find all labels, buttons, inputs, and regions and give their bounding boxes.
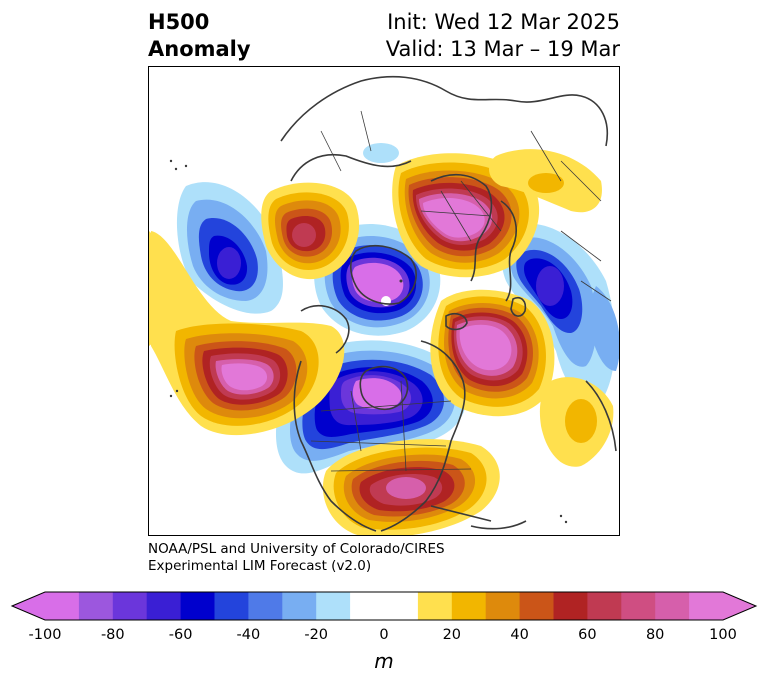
low-arctic — [314, 224, 441, 336]
colorbar-swatch — [417, 592, 453, 620]
colorbar-tick-label: -40 — [236, 627, 261, 643]
colorbar-tick-label: -20 — [304, 627, 329, 643]
credit-line-1: NOAA/PSL and University of Colorado/CIRE… — [148, 541, 445, 557]
low-india — [501, 223, 616, 404]
high-east-siberia — [261, 182, 360, 280]
title-variable: H500 — [148, 10, 210, 34]
colorbar-tick-label: 40 — [510, 627, 529, 643]
colorbar-swatch — [282, 592, 317, 620]
colorbar-swatch — [248, 592, 283, 620]
coastlines — [280, 75, 617, 532]
colorbar-swatch — [45, 592, 80, 620]
credit-text: NOAA/PSL and University of Colorado/CIRE… — [148, 541, 445, 575]
colorbar-extend-high — [723, 592, 756, 620]
title-right: Init: Wed 12 Mar 2025 Valid: 13 Mar – 19… — [386, 9, 620, 63]
colorbar-swatch — [78, 592, 114, 620]
colorbar-swatch — [146, 592, 182, 620]
colorbar-swatch — [214, 592, 249, 620]
colorbar-swatch — [180, 592, 215, 620]
colorbar-tick-label: -60 — [168, 627, 193, 643]
colorbar-tick-label: 100 — [709, 627, 737, 643]
credit-line-2: Experimental LIM Forecast (v2.0) — [148, 558, 372, 574]
colorbar-tick-label: 80 — [645, 627, 665, 643]
anomaly-map — [149, 75, 619, 535]
colorbar-swatch — [519, 592, 554, 620]
colorbar — [10, 591, 758, 621]
colorbar-tick-label: 0 — [379, 627, 389, 643]
high-scandinavia — [392, 153, 540, 278]
islands — [169, 159, 568, 524]
high-north-atlantic — [430, 289, 555, 417]
colorbar-swatch — [451, 592, 487, 620]
colorbar-outline — [10, 591, 758, 621]
colorbar-tick-label: 20 — [442, 627, 462, 643]
init-date: Init: Wed 12 Mar 2025 — [387, 10, 620, 34]
colorbar-ticks: -100 -80 -60 -40 -20 0 20 40 60 80 100 — [0, 627, 768, 647]
colorbar-swatch — [621, 592, 656, 620]
colorbar-swatch — [655, 592, 690, 620]
low-siberia — [176, 182, 283, 314]
high-southeast-us — [322, 439, 500, 535]
map-panel — [148, 66, 620, 536]
colorbar-tick-label: -80 — [100, 627, 125, 643]
colorbar-extend-low — [12, 592, 45, 620]
colorbar-tick-label: -100 — [28, 627, 62, 643]
title-left: H500 Anomaly — [148, 9, 251, 63]
colorbar-swatch — [350, 592, 385, 620]
political-borders — [310, 110, 612, 472]
title-field: Anomaly — [148, 37, 251, 61]
colorbar-swatch — [316, 592, 351, 620]
colorbar-swatch — [384, 592, 419, 620]
colorbar-swatch — [553, 592, 588, 620]
colorbar-swatch — [112, 592, 148, 620]
colorbar-swatch — [689, 592, 724, 620]
colorbar-unit-label: m — [374, 649, 394, 673]
colorbar-tick-label: 60 — [578, 627, 597, 643]
valid-range: Valid: 13 Mar – 19 Mar — [385, 37, 620, 61]
colorbar-swatch — [587, 592, 622, 620]
colorbar-swatch — [485, 592, 521, 620]
